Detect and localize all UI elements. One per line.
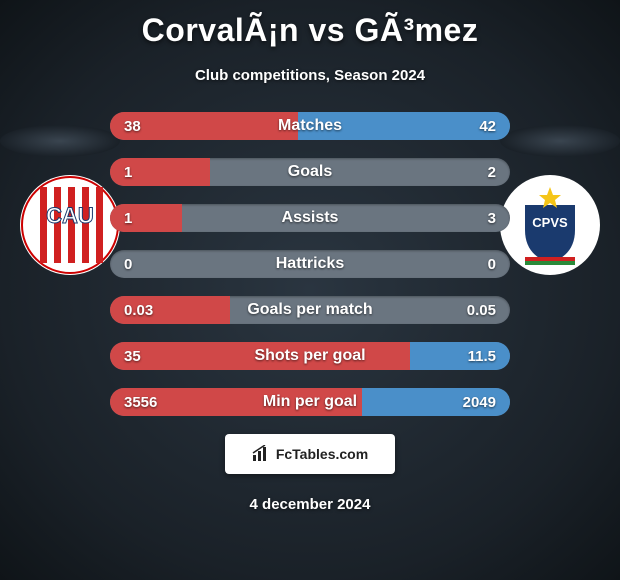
stat-label: Shots per goal xyxy=(110,347,510,365)
shield-icon: CAU xyxy=(20,175,120,275)
brand-label: FcTables.com xyxy=(276,446,368,462)
brand-badge: FcTables.com xyxy=(225,434,395,474)
stat-label: Matches xyxy=(110,117,510,135)
player-spot-left xyxy=(0,125,120,157)
stat-label: Assists xyxy=(110,209,510,227)
stat-row: 13Assists xyxy=(110,204,510,232)
club-badge-left: CAU xyxy=(20,175,120,275)
stat-label: Goals per match xyxy=(110,301,510,319)
stats-container: 3842Matches 12Goals 13Assists 00Hattricks 0.… xyxy=(110,112,510,416)
stat-row: 3842Matches xyxy=(110,112,510,140)
stat-row: 12Goals xyxy=(110,158,510,186)
player-spot-right xyxy=(500,125,620,157)
svg-text:CAU: CAU xyxy=(46,203,94,228)
stat-row: 0.030.05Goals per match xyxy=(110,296,510,324)
club-badge-right: CPVS xyxy=(500,175,600,275)
stat-row: 00Hattricks xyxy=(110,250,510,278)
page-title: CorvalÃ¡n vs GÃ³mez xyxy=(0,0,620,49)
stat-label: Hattricks xyxy=(110,255,510,273)
subtitle: Club competitions, Season 2024 xyxy=(0,67,620,84)
shield-icon: CPVS xyxy=(500,175,600,275)
stat-row: 3511.5Shots per goal xyxy=(110,342,510,370)
chart-icon xyxy=(252,445,270,463)
date-label: 4 december 2024 xyxy=(0,496,620,513)
stat-row: 35562049Min per goal xyxy=(110,388,510,416)
stat-label: Min per goal xyxy=(110,393,510,411)
svg-text:CPVS: CPVS xyxy=(532,215,568,230)
stat-label: Goals xyxy=(110,163,510,181)
